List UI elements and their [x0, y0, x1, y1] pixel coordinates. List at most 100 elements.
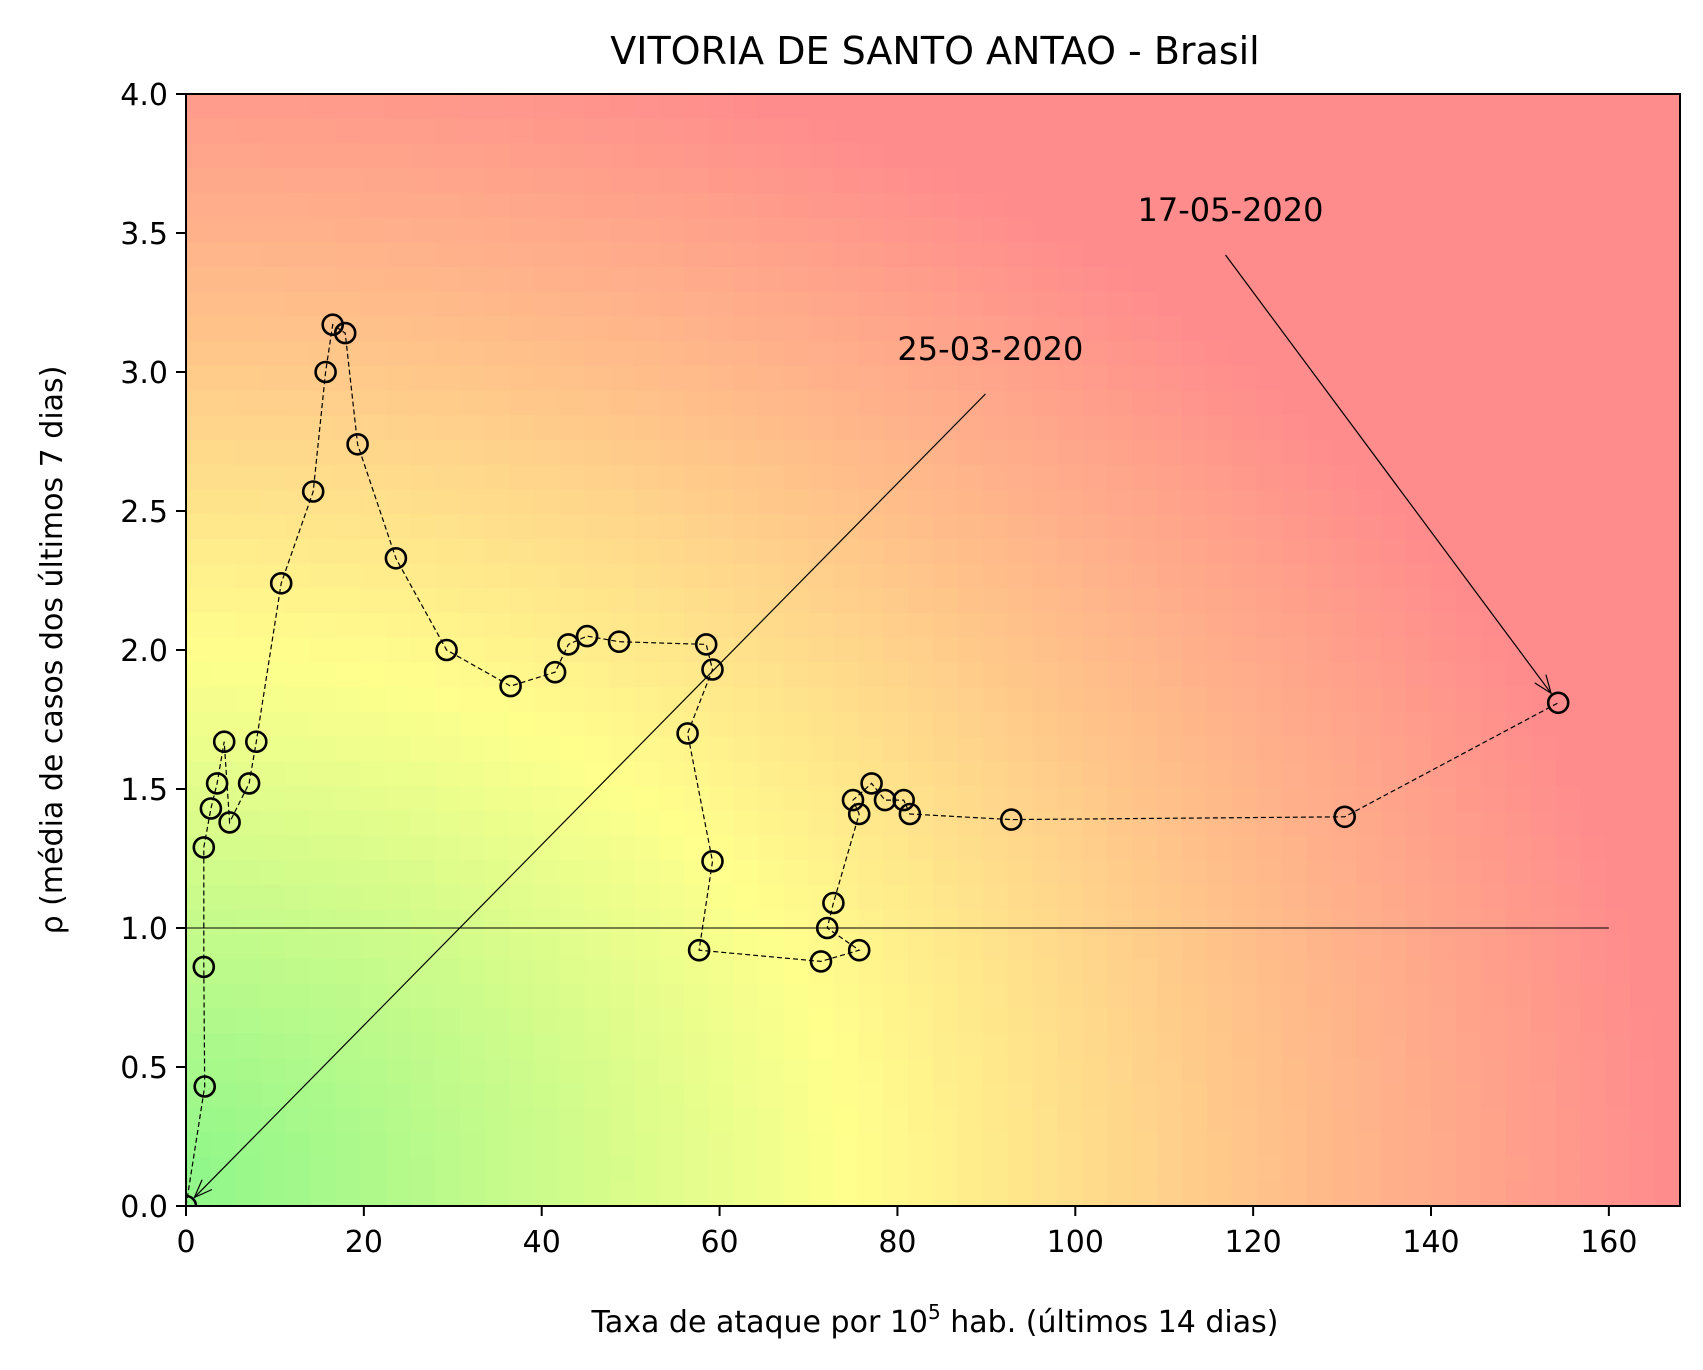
- background-cell: [684, 785, 710, 812]
- background-cell: [1182, 662, 1208, 689]
- background-cell: [1505, 588, 1532, 614]
- background-cell: [459, 563, 486, 590]
- background-cell: [1555, 1181, 1582, 1206]
- background-cell: [459, 365, 486, 392]
- background-cell: [335, 266, 362, 293]
- background-cell: [733, 736, 760, 763]
- background-cell: [1157, 464, 1183, 491]
- background-cell: [1580, 785, 1607, 812]
- background-cell: [1132, 612, 1159, 639]
- background-cell: [509, 439, 536, 466]
- background-cell: [1107, 736, 1134, 763]
- background-cell: [858, 1033, 885, 1059]
- background-cell: [1306, 464, 1333, 491]
- background-cell: [858, 316, 885, 343]
- background-cell: [883, 860, 910, 886]
- background-cell: [933, 439, 959, 466]
- background-cell: [883, 291, 910, 318]
- background-cell: [634, 365, 661, 392]
- background-cell: [1630, 1156, 1657, 1183]
- background-cell: [210, 192, 237, 219]
- background-cell: [1306, 489, 1333, 516]
- background-cell: [634, 118, 661, 145]
- background-cell: [659, 860, 685, 886]
- background-cell: [982, 810, 1009, 837]
- background-cell: [1331, 662, 1358, 689]
- background-cell: [1256, 711, 1283, 738]
- background-cell: [609, 143, 636, 170]
- background-cell: [534, 266, 561, 293]
- background-cell: [858, 1082, 885, 1109]
- background-cell: [1480, 168, 1507, 194]
- background-cell: [1655, 612, 1680, 639]
- background-cell: [684, 143, 710, 170]
- background-cell: [1107, 884, 1134, 911]
- background-cell: [783, 1082, 810, 1109]
- background-cell: [1157, 118, 1183, 145]
- background-cell: [733, 785, 760, 812]
- background-cell: [1206, 118, 1233, 145]
- background-cell: [1157, 316, 1183, 343]
- background-cell: [1032, 192, 1059, 219]
- background-cell: [435, 242, 461, 268]
- background-cell: [733, 1082, 760, 1109]
- background-cell: [1356, 168, 1383, 194]
- background-cell: [808, 266, 835, 293]
- background-cell: [285, 1131, 312, 1158]
- background-cell: [1107, 785, 1134, 812]
- background-cell: [410, 242, 436, 268]
- background-cell: [659, 341, 685, 367]
- y-tick-label: 3.5: [120, 217, 168, 252]
- background-cell: [1555, 958, 1582, 985]
- background-cell: [684, 242, 710, 268]
- background-cell: [360, 365, 387, 392]
- background-cell: [1530, 612, 1557, 639]
- background-cell: [584, 1181, 611, 1206]
- background-cell: [1630, 464, 1657, 491]
- background-cell: [285, 538, 312, 565]
- background-cell: [335, 168, 362, 194]
- background-cell: [235, 1156, 262, 1183]
- background-cell: [684, 662, 710, 689]
- background-cell: [285, 341, 312, 367]
- background-cell: [186, 365, 212, 392]
- background-cell: [1206, 1008, 1233, 1035]
- background-cell: [1655, 934, 1680, 960]
- background-cell: [659, 785, 685, 812]
- background-cell: [410, 835, 436, 862]
- background-cell: [310, 94, 337, 120]
- data-point: [701, 658, 724, 681]
- background-cell: [310, 909, 337, 936]
- background-cell: [509, 1156, 536, 1183]
- background-cell: [684, 983, 710, 1010]
- background-cell: [1530, 143, 1557, 170]
- background-cell: [1231, 266, 1258, 293]
- background-cell: [1107, 192, 1134, 219]
- background-cell: [982, 687, 1009, 713]
- background-cell: [1182, 514, 1208, 540]
- background-cell: [1356, 1008, 1383, 1035]
- background-cell: [808, 316, 835, 343]
- background-cell: [1132, 563, 1159, 590]
- background-cell: [435, 217, 461, 244]
- background-cell: [733, 316, 760, 343]
- background-cell: [1082, 439, 1109, 466]
- data-point: [860, 772, 883, 795]
- background-cell: [1480, 687, 1507, 713]
- background-cell: [733, 1008, 760, 1035]
- background-cell: [1206, 761, 1233, 787]
- background-cell: [385, 464, 412, 491]
- background-cell: [1406, 1131, 1432, 1158]
- background-cell: [559, 415, 586, 441]
- background-cell: [1605, 168, 1632, 194]
- background-cell: [1032, 514, 1059, 540]
- background-cell: [559, 761, 586, 787]
- background-cell: [1655, 1082, 1680, 1109]
- background-cell: [410, 736, 436, 763]
- background-cell: [1356, 439, 1383, 466]
- background-cell: [1306, 341, 1333, 367]
- background-cell: [684, 909, 710, 936]
- background-cell: [1605, 958, 1632, 985]
- background-cell: [360, 291, 387, 318]
- background-cell: [708, 489, 735, 516]
